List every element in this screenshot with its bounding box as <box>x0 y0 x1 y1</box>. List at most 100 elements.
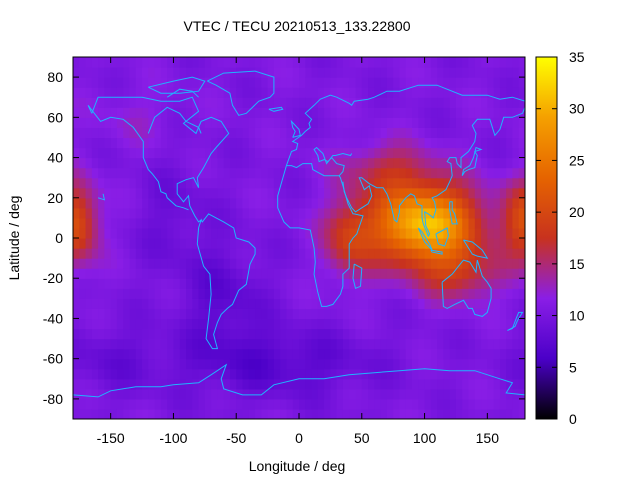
heatmap-cell <box>393 157 401 169</box>
heatmap-cell <box>123 157 131 169</box>
heatmap-cell <box>399 117 407 128</box>
heatmap-cell <box>499 338 507 350</box>
heatmap-cell <box>273 298 281 309</box>
heatmap-cell <box>73 127 80 139</box>
heatmap-cell <box>499 278 507 289</box>
heatmap-cell <box>110 167 118 179</box>
heatmap-cell <box>192 338 200 350</box>
heatmap-cell <box>305 358 313 370</box>
heatmap-cell <box>487 57 495 68</box>
heatmap-cell <box>399 157 407 169</box>
heatmap-cell <box>229 187 237 199</box>
heatmap-cell <box>217 117 225 128</box>
heatmap-cell <box>386 87 394 98</box>
heatmap-cell <box>179 348 187 360</box>
heatmap-cell <box>292 238 300 249</box>
heatmap-cell <box>493 67 501 78</box>
heatmap-cell <box>267 127 275 139</box>
heatmap-cell <box>311 187 319 199</box>
heatmap-cell <box>355 268 363 279</box>
heatmap-cell <box>198 358 206 370</box>
heatmap-cell <box>211 358 218 370</box>
heatmap-cell <box>380 268 388 279</box>
heatmap-cell <box>104 147 112 159</box>
heatmap-cell <box>474 127 482 139</box>
heatmap-cell <box>135 378 143 390</box>
heatmap-cell <box>462 338 470 350</box>
heatmap-cell <box>455 368 463 380</box>
heatmap-cell <box>330 227 338 239</box>
heatmap-cell <box>217 308 225 320</box>
heatmap-cell <box>236 57 244 68</box>
coastline-path <box>87 104 189 211</box>
heatmap-cell <box>73 358 80 370</box>
heatmap-cell <box>299 157 306 169</box>
heatmap-cell <box>424 288 432 299</box>
heatmap-cell <box>443 308 451 320</box>
heatmap-cell <box>405 197 413 209</box>
heatmap-cell <box>135 398 143 410</box>
heatmap-cell <box>173 57 181 68</box>
heatmap-cell <box>85 137 93 149</box>
heatmap-cell <box>110 288 118 299</box>
heatmap-cell <box>399 278 407 289</box>
heatmap-cell <box>349 77 357 88</box>
heatmap-cell <box>110 77 118 88</box>
heatmap-cell <box>160 177 168 189</box>
heatmap-cell <box>361 77 369 88</box>
heatmap-cell <box>336 157 344 169</box>
heatmap-cell <box>449 217 457 229</box>
heatmap-cell <box>499 217 507 229</box>
heatmap-cell <box>424 147 432 159</box>
heatmap-cell <box>261 177 269 189</box>
heatmap-cell <box>123 87 131 98</box>
heatmap-cell <box>361 388 369 400</box>
heatmap-cell <box>418 77 426 88</box>
heatmap-cell <box>248 117 256 128</box>
heatmap-cell <box>154 348 162 360</box>
heatmap-cell <box>393 117 401 128</box>
heatmap-cell <box>342 167 350 179</box>
heatmap-cell <box>368 348 375 360</box>
heatmap-cell <box>355 358 363 370</box>
heatmap-cell <box>167 348 175 360</box>
heatmap-cell <box>418 358 426 370</box>
heatmap-cell <box>481 197 488 209</box>
heatmap-cell <box>217 368 225 380</box>
heatmap-cell <box>116 248 124 259</box>
heatmap-cell <box>85 288 93 299</box>
heatmap-cell <box>148 177 156 189</box>
heatmap-cell <box>368 107 375 118</box>
heatmap-cell <box>186 227 193 239</box>
heatmap-cell <box>148 137 156 149</box>
heatmap-cell <box>499 207 507 219</box>
heatmap-cell <box>305 77 313 88</box>
heatmap-cell <box>368 167 375 179</box>
heatmap-cell <box>487 358 495 370</box>
heatmap-cell <box>380 338 388 350</box>
heatmap-cell <box>455 268 463 279</box>
heatmap-cell <box>204 67 212 78</box>
heatmap-cell <box>361 308 369 320</box>
heatmap-cell <box>135 177 143 189</box>
heatmap-cell <box>455 278 463 289</box>
heatmap-cell <box>512 117 520 128</box>
heatmap-cell <box>198 248 206 259</box>
heatmap-cell <box>217 87 225 98</box>
heatmap-cell <box>305 157 313 169</box>
heatmap-cell <box>98 157 105 169</box>
heatmap-cell <box>512 77 520 88</box>
heatmap-cell <box>468 328 476 340</box>
heatmap-cell <box>462 137 470 149</box>
heatmap-cell <box>211 147 218 159</box>
heatmap-cell <box>110 248 118 259</box>
heatmap-cell <box>286 157 294 169</box>
heatmap-cell <box>116 67 124 78</box>
heatmap-cell <box>455 227 463 239</box>
heatmap-cell <box>317 268 325 279</box>
heatmap-cell <box>449 338 457 350</box>
heatmap-cell <box>412 127 419 139</box>
heatmap-cell <box>91 137 99 149</box>
heatmap-cell <box>217 398 225 410</box>
heatmap-cell <box>148 358 156 370</box>
